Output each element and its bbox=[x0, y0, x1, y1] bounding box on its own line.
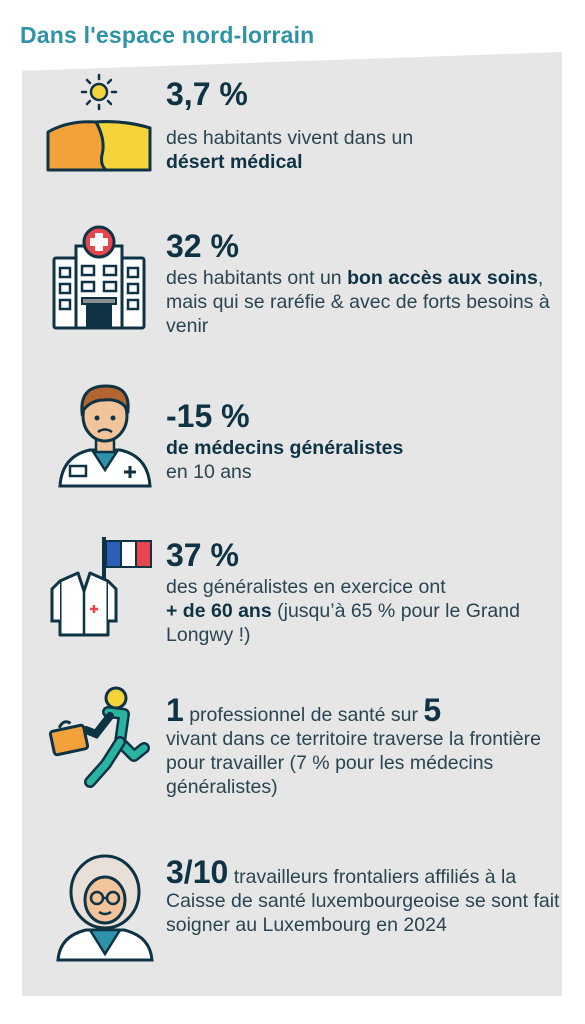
stat-value: 37 % bbox=[166, 537, 239, 573]
stat-text-bold: + de 60 ans bbox=[166, 600, 272, 622]
content-panel bbox=[22, 52, 562, 996]
stat-text: des habitants ont un bbox=[166, 267, 348, 289]
stat-value-2: 5 bbox=[423, 692, 442, 728]
labcoat-flag-icon bbox=[50, 537, 152, 637]
stat-value: -15 % bbox=[166, 398, 250, 434]
stat-text: en 10 ans bbox=[166, 461, 252, 483]
stat-text-post: travailleurs frontaliers affiliés à la C… bbox=[166, 866, 560, 936]
older-doctor-icon bbox=[56, 854, 154, 962]
commuter-icon bbox=[48, 686, 150, 788]
stat-text: professionnel de santé sur bbox=[183, 704, 424, 726]
hospital-icon bbox=[52, 225, 146, 330]
doctor-icon bbox=[58, 384, 152, 488]
stat-text-post: vivant dans ce territoire traverse la fr… bbox=[166, 728, 541, 798]
stat-text-bold: de médecins généralistes bbox=[166, 437, 404, 459]
stat-value: 3,7 % bbox=[166, 76, 248, 112]
stat-text: des généralistes en exercice ont bbox=[166, 576, 446, 598]
stat-text-post: (jusqu’à 65 % pour le Grand Longwy !) bbox=[166, 600, 520, 646]
stat-text-bold: désert médical bbox=[166, 151, 303, 173]
stat-text-post: , mais qui se raréfie & avec de forts be… bbox=[166, 267, 550, 337]
stat-text: des habitants vivent dans un bbox=[166, 127, 414, 149]
page-title: Dans l'espace nord-lorrain bbox=[20, 22, 315, 48]
desert-sun-icon bbox=[46, 73, 152, 172]
stat-value: 1 bbox=[166, 692, 184, 728]
stat-value: 3/10 bbox=[166, 854, 229, 890]
stat-value: 32 % bbox=[166, 228, 239, 264]
stat-text-bold: bon accès aux soins bbox=[347, 267, 538, 289]
